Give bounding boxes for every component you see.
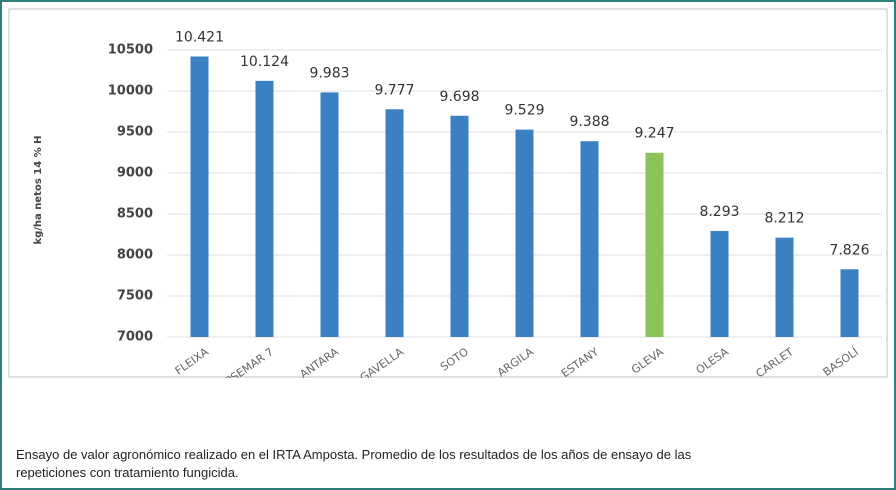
caption: Ensayo de valor agronómico realizado en … (16, 447, 692, 480)
value-label: 9.529 (504, 103, 544, 119)
value-label: 9.777 (374, 82, 414, 98)
value-label: 10.421 (175, 29, 224, 45)
bar (515, 129, 534, 337)
bar (190, 56, 209, 338)
y-tick-label: 10000 (108, 84, 153, 99)
y-tick-label: 7500 (117, 289, 153, 304)
value-label: 10.124 (240, 54, 289, 70)
value-label: 9.247 (634, 126, 674, 142)
bar (580, 141, 599, 337)
value-label: 7.826 (829, 242, 869, 258)
chart: kg/ha netos 14 % H 7000 7500 8000 8500 9000 9… (8, 8, 888, 378)
value-label: 8.293 (699, 204, 739, 220)
bar (450, 115, 469, 337)
value-label: 9.698 (439, 89, 479, 105)
chart-box (8, 8, 888, 378)
bar (385, 109, 404, 337)
y-tick-label: 7000 (117, 330, 153, 345)
y-tick-label: 9000 (117, 166, 153, 181)
y-tick-label: 10500 (108, 43, 153, 58)
y-tick-label: 9500 (117, 125, 153, 140)
value-label: 9.983 (309, 65, 349, 81)
bar (255, 80, 274, 337)
value-label: 8.212 (764, 211, 804, 227)
bar (840, 269, 859, 337)
y-tick-label: 8500 (117, 207, 153, 222)
bar (320, 92, 339, 337)
bar (775, 237, 794, 337)
y-axis-label: kg/ha netos 14 % H (33, 135, 44, 244)
y-tick-label: 8000 (117, 248, 153, 263)
bar (645, 152, 664, 337)
bar (710, 230, 729, 337)
value-label: 9.388 (569, 114, 609, 130)
